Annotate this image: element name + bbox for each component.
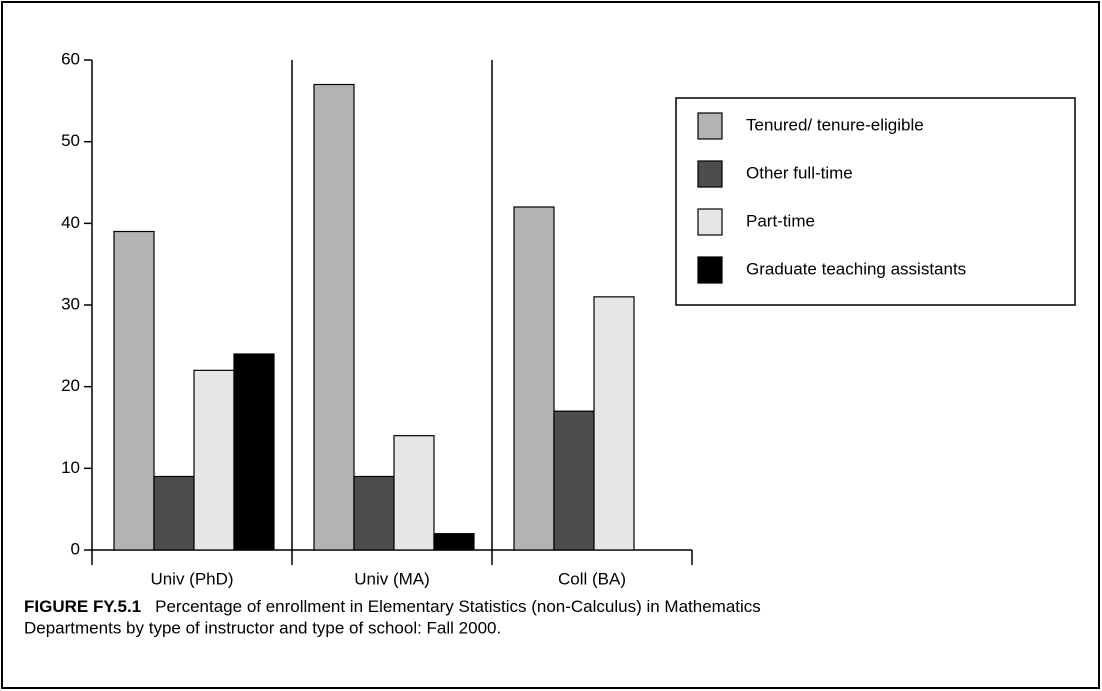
y-tick-label: 0 — [71, 539, 80, 558]
legend-box — [675, 97, 1076, 306]
caption-line: FIGURE FY.5.1 Percentage of enrollment in… — [24, 597, 761, 616]
bar — [433, 533, 475, 551]
y-tick-label: 10 — [61, 458, 80, 477]
legend-swatch — [697, 208, 723, 236]
legend-swatch — [697, 160, 723, 188]
y-tick-label: 40 — [61, 213, 80, 232]
bar — [193, 369, 235, 551]
legend-swatch — [697, 112, 723, 140]
legend-label: Graduate teaching assistants — [746, 259, 966, 278]
x-tick-label: Univ (MA) — [354, 569, 430, 588]
x-tick-label: Univ (PhD) — [150, 569, 233, 588]
legend-label: Tenured/ tenure-eligible — [746, 115, 924, 134]
y-tick-label: 20 — [61, 376, 80, 395]
bar — [153, 475, 195, 551]
caption-text: Percentage of enrollment in Elementary S… — [155, 597, 761, 616]
y-tick-label: 50 — [61, 131, 80, 150]
bar — [313, 83, 355, 551]
y-tick-label: 30 — [61, 294, 80, 313]
bar — [113, 230, 155, 551]
caption-text: Departments by type of instructor and ty… — [24, 618, 501, 637]
bar — [393, 435, 435, 551]
x-tick-label: Coll (BA) — [558, 569, 626, 588]
bar — [593, 296, 635, 551]
bar — [233, 353, 275, 551]
bar — [353, 475, 395, 551]
legend-label: Part-time — [746, 211, 815, 230]
caption-label: FIGURE FY.5.1 — [24, 597, 141, 616]
bar — [553, 410, 595, 551]
bar — [513, 206, 555, 551]
legend-swatch — [697, 256, 723, 284]
legend-label: Other full-time — [746, 163, 853, 182]
y-tick-label: 60 — [61, 49, 80, 68]
